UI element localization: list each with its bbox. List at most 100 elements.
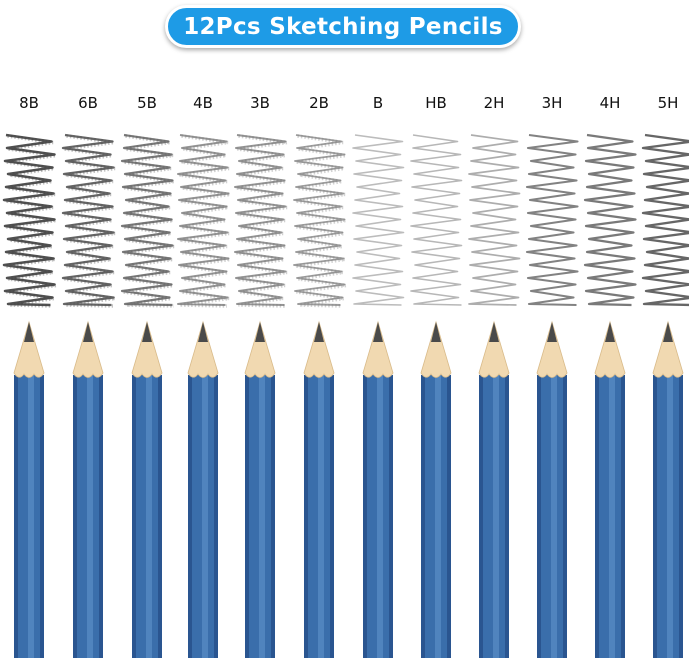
pencil-edge-right <box>563 375 567 658</box>
scribble-grain <box>64 134 116 308</box>
pencil-facet-highlight <box>609 375 615 658</box>
pencil-wood-tip <box>131 320 163 378</box>
pencil-edge-left <box>73 375 77 658</box>
pencil-wood-tip <box>536 320 568 378</box>
pencil-edge-left <box>653 375 657 658</box>
pencil-facet-highlight <box>259 375 265 658</box>
pencil-lead <box>547 322 557 342</box>
pencil-edge-left <box>304 375 308 658</box>
pencil-facet-highlight <box>667 375 673 658</box>
grade-label: 5H <box>658 94 679 112</box>
pencil-edge-left <box>537 375 541 658</box>
pencil-b: B <box>352 94 405 658</box>
pencil-wood-tip <box>652 320 684 378</box>
scribble-swatch <box>410 134 463 306</box>
pencil-facet-highlight <box>318 375 324 658</box>
grade-label: HB <box>425 94 447 112</box>
pencil-wood-tip <box>13 320 45 378</box>
pencil-5h: 5H <box>641 94 689 658</box>
pencil-edge-right <box>621 375 625 658</box>
pencil-facet-highlight <box>146 375 152 658</box>
pencil-facet-highlight <box>377 375 383 658</box>
scribble-grain <box>5 134 57 308</box>
pencil-lead <box>489 322 499 342</box>
pencil-edge-left <box>14 375 18 658</box>
pencil-edge-left <box>595 375 599 658</box>
grade-label: 3H <box>542 94 563 112</box>
pencil-6b: 6B <box>61 94 116 658</box>
title-banner: 12Pcs Sketching Pencils <box>165 5 521 48</box>
grade-label: 2B <box>309 94 329 112</box>
pencil-edge-left <box>132 375 136 658</box>
pencil-4b: 4B <box>177 94 231 658</box>
pencil-lead <box>314 322 324 342</box>
pencil-lead <box>663 322 673 342</box>
pencil-lead <box>198 322 208 342</box>
pencil-8b: 8B <box>2 94 57 658</box>
pencil-edge-left <box>245 375 249 658</box>
pencil-edge-right <box>679 375 683 658</box>
pencil-edge-left <box>363 375 367 658</box>
pencil-wood-tip <box>244 320 276 378</box>
grade-label: 5B <box>137 94 157 112</box>
pencil-3h: 3H <box>525 94 579 658</box>
pencil-facet-highlight <box>551 375 557 658</box>
pencil-lead <box>24 322 34 342</box>
pencil-edge-right <box>99 375 103 658</box>
scribble-swatch <box>234 134 287 306</box>
pencil-lead <box>605 322 615 342</box>
scribble-grain <box>179 134 231 308</box>
title-text: 12Pcs Sketching Pencils <box>183 13 503 40</box>
scribble-swatch <box>468 134 521 306</box>
pencil-5b: 5B <box>120 94 175 658</box>
pencil-edge-right <box>447 375 451 658</box>
pencil-hb: HB <box>410 94 463 658</box>
pencil-facet-highlight <box>493 375 499 658</box>
pencil-edge-right <box>389 375 393 658</box>
pencil-lead <box>83 322 93 342</box>
pencil-lead <box>142 322 152 342</box>
pencil-wood-tip <box>72 320 104 378</box>
scribble-swatch <box>293 134 346 306</box>
pencil-edge-left <box>421 375 425 658</box>
scribble-grain <box>236 134 288 308</box>
scribble-swatch <box>2 133 56 307</box>
pencil-lead <box>373 322 383 342</box>
scribble-swatch <box>177 134 230 306</box>
pencil-facet-highlight <box>28 375 34 658</box>
grade-label: 6B <box>78 94 98 112</box>
pencil-wood-tip <box>362 320 394 378</box>
grade-label: 4H <box>600 94 621 112</box>
pencil-edge-left <box>188 375 192 658</box>
pencil-edge-right <box>40 375 44 658</box>
scribble-swatch <box>120 133 174 307</box>
pencil-2h: 2H <box>468 94 521 658</box>
scribble-swatch <box>525 133 579 307</box>
pencil-wood-tip <box>187 320 219 378</box>
pencil-edge-right <box>271 375 275 658</box>
grade-label: 8B <box>19 94 39 112</box>
pencil-edge-right <box>158 375 162 658</box>
pencil-wood-tip <box>478 320 510 378</box>
pencil-edge-right <box>505 375 509 658</box>
pencil-wood-tip <box>594 320 626 378</box>
pencil-edge-left <box>479 375 483 658</box>
scribble-swatch <box>641 133 689 307</box>
pencil-2b: 2B <box>293 94 347 658</box>
pencil-lead <box>431 322 441 342</box>
pencil-facet-highlight <box>202 375 208 658</box>
pencil-facet-highlight <box>435 375 441 658</box>
grade-label: B <box>373 94 383 112</box>
pencil-lead <box>255 322 265 342</box>
grade-label: 3B <box>250 94 270 112</box>
pencil-facet-highlight <box>87 375 93 658</box>
grade-label: 2H <box>484 94 505 112</box>
grade-label: 4B <box>193 94 213 112</box>
scribble-swatch <box>352 134 405 306</box>
pencil-edge-right <box>330 375 334 658</box>
scribble-swatch <box>583 133 637 307</box>
pencil-wood-tip <box>420 320 452 378</box>
scribble-grain <box>295 134 347 308</box>
pencil-edge-right <box>214 375 218 658</box>
